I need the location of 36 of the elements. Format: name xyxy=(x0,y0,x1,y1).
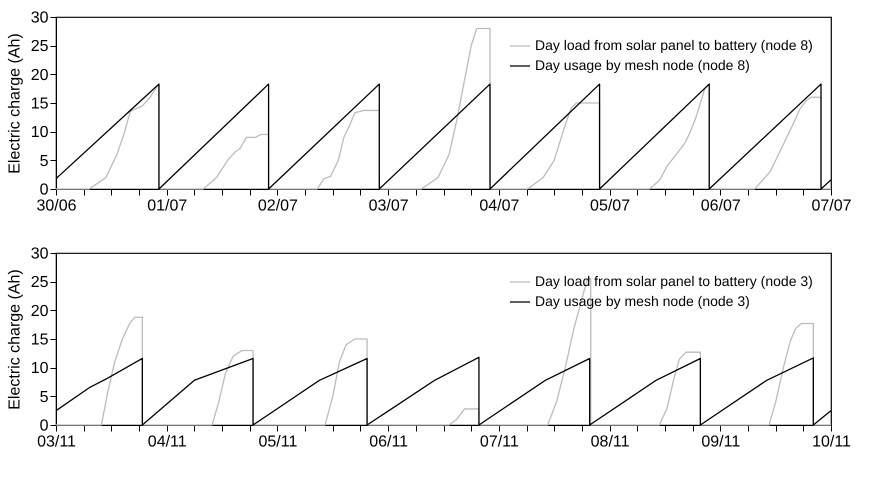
x-tick-label: 06/07 xyxy=(700,198,741,214)
x-tick-label: 09/11 xyxy=(701,434,740,450)
y-tick-label: 10 xyxy=(30,124,49,142)
x-tick-label: 05/11 xyxy=(258,434,298,450)
y-tick-label: 20 xyxy=(30,66,49,84)
y-tick-label: 30 xyxy=(30,10,49,26)
y-tick-label: 20 xyxy=(30,302,49,320)
y-tick-label: 30 xyxy=(30,246,49,262)
y-tick-label: 15 xyxy=(30,96,49,112)
x-tick-label: 04/07 xyxy=(479,198,520,214)
x-tick-label: 03/11 xyxy=(37,434,76,450)
legend-label: Day usage by mesh node (node 8) xyxy=(535,57,750,73)
x-tick-label: 02/07 xyxy=(258,198,298,214)
x-tick-label: 01/07 xyxy=(147,198,188,214)
legend-label: Day load from solar panel to battery (node 8) xyxy=(535,37,813,53)
y-tick-label: 15 xyxy=(30,332,49,348)
x-tick-label: 07/07 xyxy=(811,198,852,214)
y-tick-label: 10 xyxy=(30,360,49,378)
y-axis-title: Electric charge (Ah) xyxy=(6,33,24,174)
y-tick-label: 25 xyxy=(30,38,49,56)
x-tick-label: 30/06 xyxy=(36,198,77,214)
y-tick-label: 5 xyxy=(40,152,49,170)
x-tick-label: 06/11 xyxy=(369,434,408,450)
y-axis-title: Electric charge (Ah) xyxy=(6,269,24,410)
y-tick-label: 0 xyxy=(40,182,49,198)
x-tick-label: 03/07 xyxy=(368,198,409,214)
y-tick-label: 25 xyxy=(30,274,49,292)
x-tick-label: 04/11 xyxy=(148,434,187,450)
x-tick-label: 05/07 xyxy=(590,198,630,214)
x-tick-label: 08/11 xyxy=(590,434,630,450)
x-tick-label: 10/11 xyxy=(812,434,852,450)
y-tick-label: 0 xyxy=(40,418,49,434)
legend-label: Day usage by mesh node (node 3) xyxy=(535,293,750,309)
legend-label: Day load from solar panel to battery (node 3) xyxy=(535,273,813,289)
x-tick-label: 07/11 xyxy=(480,434,519,450)
y-tick-label: 5 xyxy=(40,388,49,406)
